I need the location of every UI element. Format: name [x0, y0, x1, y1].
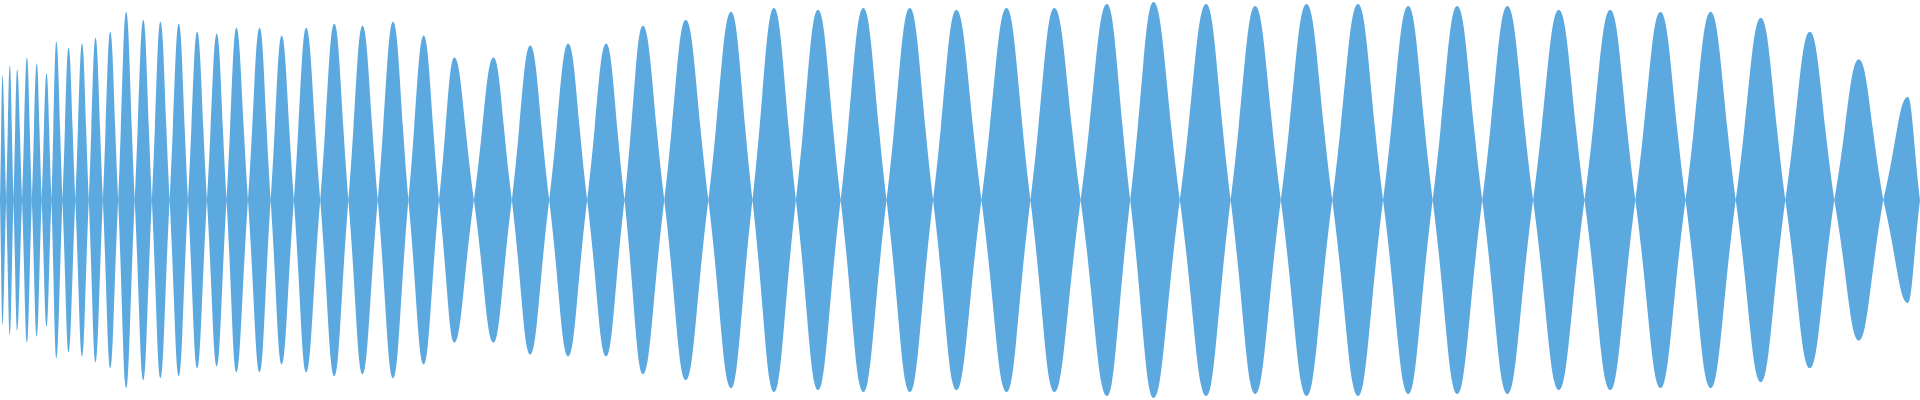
wave-lobe: [624, 25, 665, 375]
wave-lobe: [1635, 11, 1686, 389]
wave-lobe: [1584, 9, 1636, 391]
wave-lobe: [408, 35, 439, 365]
wave-lobe: [1332, 3, 1384, 397]
wave-lobe: [151, 21, 170, 379]
wave-lobe: [438, 57, 474, 343]
wave-lobe: [981, 7, 1031, 393]
wave-lobe: [293, 27, 321, 373]
wave-lobe: [75, 43, 89, 357]
wave-lobe: [708, 11, 753, 389]
wave-lobe: [1883, 97, 1920, 303]
wave-lobe: [377, 21, 409, 379]
wave-lobe: [6, 65, 14, 335]
wave-lobe: [62, 47, 76, 353]
wave-lobe: [1280, 3, 1333, 397]
wave-lobe: [1432, 5, 1483, 395]
wave-lobe: [41, 73, 52, 327]
wave-lobe: [1383, 5, 1433, 395]
wave-lobe: [320, 23, 349, 377]
wave-lobe: [549, 43, 588, 357]
wave-lobe: [51, 41, 63, 359]
wave-lobe: [886, 7, 934, 393]
wave-lobe: [31, 63, 42, 337]
wave-lobe: [1080, 3, 1131, 397]
wave-lobe: [187, 31, 207, 369]
wave-lobe: [1533, 9, 1585, 391]
wave-lobe: [1834, 59, 1884, 341]
wave-lobe: [22, 57, 32, 343]
wave-lobe: [840, 7, 887, 393]
wave-lobe: [134, 19, 152, 381]
wave-lobe: [1785, 31, 1835, 369]
wave-lobe: [270, 35, 294, 365]
wave-lobe: [102, 31, 119, 369]
wave-lobe: [1482, 5, 1534, 395]
wave-lobe: [247, 27, 271, 373]
wave-lobe: [1030, 7, 1081, 393]
wave-lobe: [1179, 3, 1231, 397]
wave-lobe: [1130, 2, 1180, 398]
wave-lobe: [118, 11, 135, 389]
wave-lobe: [752, 7, 796, 393]
wave-lobe: [933, 9, 982, 391]
wave-lobe: [169, 23, 188, 377]
wave-lobe: [348, 25, 378, 375]
wave-lobe: [206, 33, 227, 367]
wave-lobe: [511, 45, 550, 355]
wave-lobe: [1230, 5, 1281, 395]
wave-lobe: [664, 19, 709, 381]
wave-lobe: [473, 57, 512, 343]
wave-lobe: [587, 43, 625, 357]
wave-lobe: [1685, 11, 1736, 389]
wave-lobe: [13, 69, 23, 331]
wave-lobe: [795, 9, 841, 391]
wave-lobe: [226, 27, 248, 373]
wave-lobe: [0, 75, 7, 325]
wave-lobe: [88, 37, 103, 363]
wave-lobe: [1735, 17, 1786, 383]
